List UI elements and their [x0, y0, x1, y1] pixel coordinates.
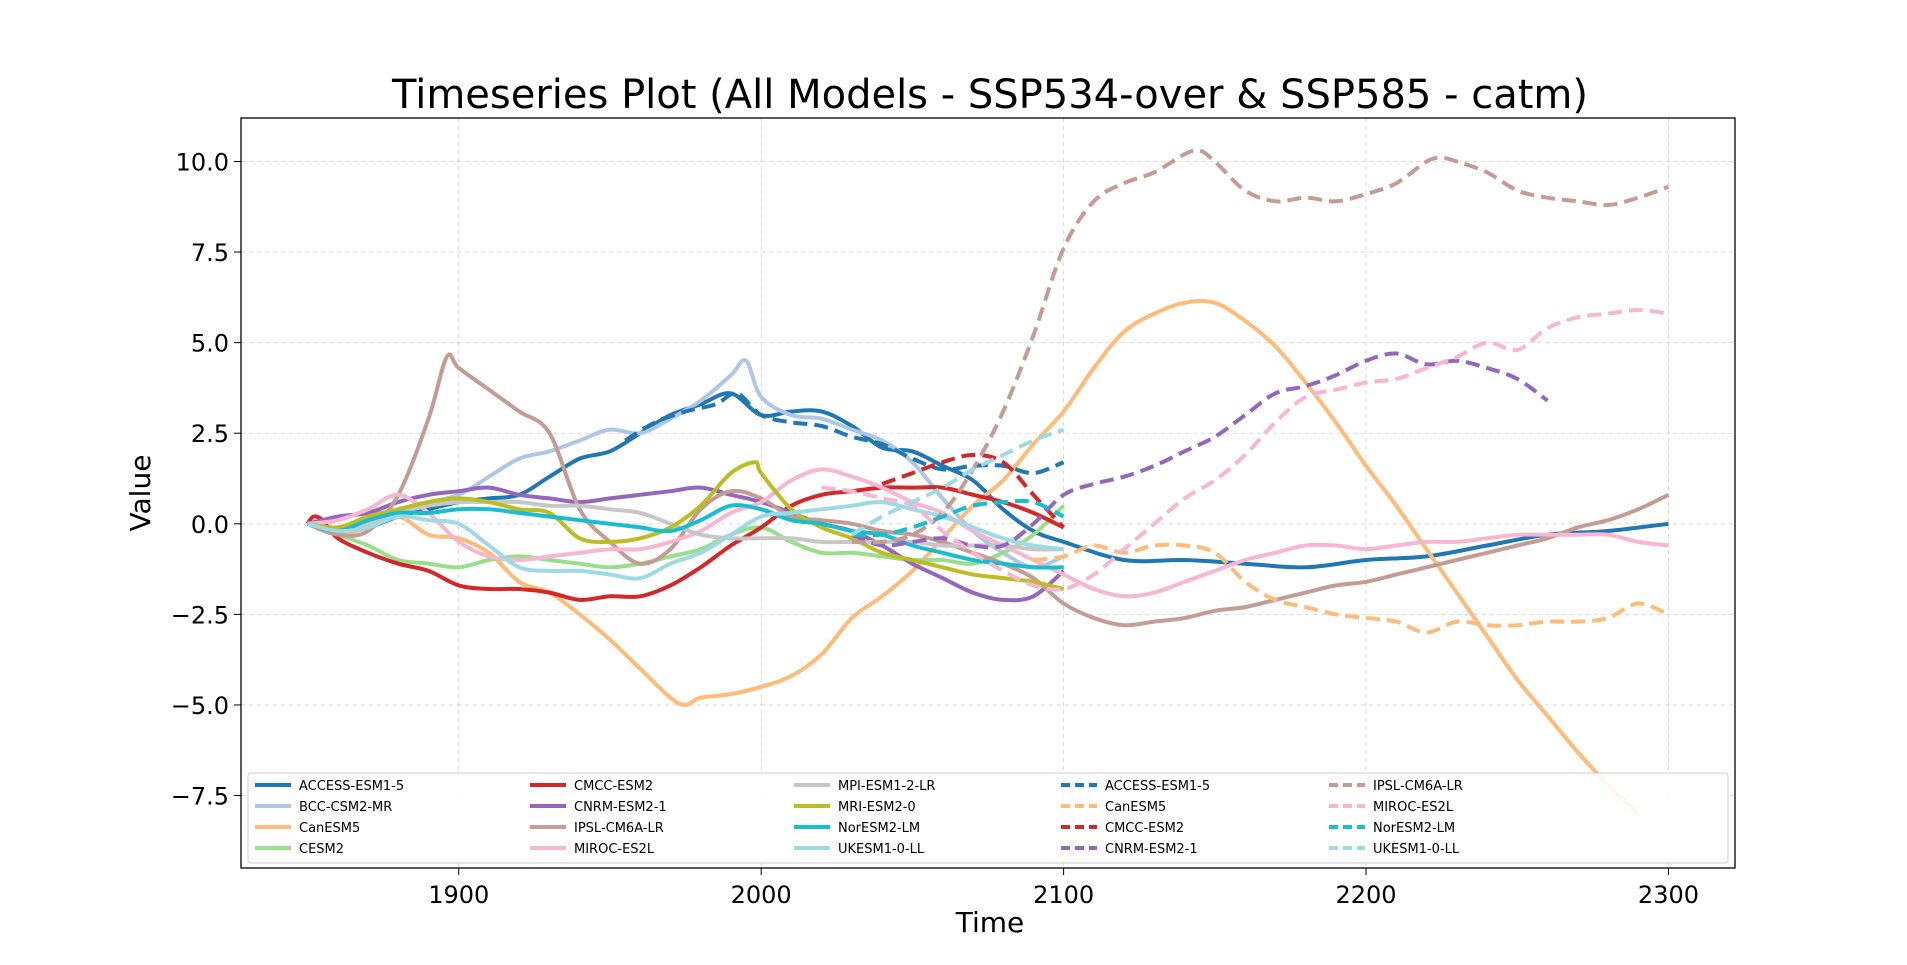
y-tick-label: 10.0 [176, 148, 229, 176]
legend-label: NorESM2-LM [1373, 821, 1455, 836]
legend-label: IPSL-CM6A-LR [574, 821, 664, 836]
y-axis-label: Value [124, 455, 157, 532]
legend-item: CMCC-ESM2 [1061, 821, 1184, 836]
series-line-cesm2 [306, 504, 1065, 570]
x-tick-label: 2000 [731, 881, 792, 909]
legend-label: CNRM-ESM2-1 [1105, 842, 1198, 857]
legend-item: UKESM1-0-LL [794, 842, 925, 857]
chart-title: Timeseries Plot (All Models - SSP534-ove… [391, 72, 1588, 118]
legend-label: IPSL-CM6A-LR [1373, 779, 1463, 794]
series-line-cmcc-esm2-dashed [881, 453, 1066, 529]
legend-item: IPSL-CM6A-LR [530, 821, 664, 836]
legend-item: MRI-ESM2-0 [794, 800, 916, 815]
legend-box [247, 772, 1729, 864]
legend-label: UKESM1-0-LL [1373, 842, 1460, 857]
series-line-noresm2-lm [306, 503, 1064, 570]
x-axis-label: Time [955, 906, 1025, 939]
x-tick-label: 1900 [428, 881, 489, 909]
legend-item: IPSL-CM6A-LR [1329, 779, 1463, 794]
legend-label: ACCESS-ESM1-5 [299, 779, 404, 794]
legend-item: CMCC-ESM2 [530, 779, 653, 794]
legend-item: CNRM-ESM2-1 [1061, 842, 1198, 857]
legend-label: ACCESS-ESM1-5 [1105, 779, 1210, 794]
legend-item: ACCESS-ESM1-5 [1061, 779, 1210, 794]
legend-label: MIROC-ES2L [1373, 800, 1454, 815]
series-line-canesm5-dashed [1033, 542, 1670, 635]
legend-label: CMCC-ESM2 [1105, 821, 1184, 836]
legend-item: NorESM2-LM [794, 821, 920, 836]
legend-label: CMCC-ESM2 [574, 779, 653, 794]
series-line-mri-esm2-0 [307, 460, 1065, 591]
series-line-ipsl-cm6a-lr-dashed [851, 148, 1670, 545]
legend-label: CanESM5 [299, 821, 360, 836]
series-line-access-esm1-5 [306, 391, 1669, 570]
plot-frame [240, 117, 1736, 869]
y-tick-label: −7.5 [171, 783, 229, 811]
y-tick-label: −5.0 [171, 692, 229, 720]
legend-label: NorESM2-LM [838, 821, 920, 836]
legend-label: BCC-CSM2-MR [299, 800, 392, 815]
series-line-cmcc-esm2 [305, 485, 1065, 602]
y-tick-label: −2.5 [171, 601, 229, 629]
series-line-cnrm-esm2-1 [307, 485, 1065, 603]
legend-item: CESM2 [255, 842, 344, 857]
legend-item: MIROC-ES2L [1329, 800, 1454, 815]
legend-item: CanESM5 [255, 821, 360, 836]
y-tick-label: 2.5 [191, 420, 229, 448]
legend: ACCESS-ESM1-5 BCC-CSM2-MR CanESM5 CESM2 CMCC… [247, 772, 1729, 864]
series-line-ipsl-cm6a-lr [306, 352, 1670, 628]
x-tick-label: 2100 [1033, 881, 1094, 909]
legend-label: MPI-ESM1-2-LR [838, 779, 935, 794]
axis-ticks: 1900 2000 2100 2200 2300 10.0 7.5 5.0 2.5 0.0 −2.5… [171, 148, 1699, 909]
legend-item: MPI-ESM1-2-LR [794, 779, 935, 794]
series-line-mpi-esm1-2-lr [306, 499, 1064, 552]
y-tick-label: 0.0 [191, 511, 229, 539]
series-line-noresm2-lm-dashed [851, 498, 1065, 538]
legend-item: BCC-CSM2-MR [255, 800, 392, 815]
legend-label: MIROC-ES2L [574, 842, 655, 857]
plot-series [305, 148, 1670, 816]
x-tick-label: 2300 [1638, 881, 1699, 909]
series-line-cnrm-esm2-1-dashed [851, 351, 1549, 550]
y-tick-label: 5.0 [191, 330, 229, 358]
legend-item: CanESM5 [1061, 800, 1166, 815]
series-line-miroc-es2l [307, 467, 1669, 599]
legend-item: CNRM-ESM2-1 [530, 800, 667, 815]
legend-label: CNRM-ESM2-1 [574, 800, 667, 815]
x-tick-label: 2200 [1335, 881, 1396, 909]
legend-label: CanESM5 [1105, 800, 1166, 815]
series-line-ukesm1-0-ll-dashed [850, 427, 1065, 537]
series-line-access-esm1-5-dashed [624, 391, 1065, 476]
legend-item: MIROC-ES2L [530, 842, 655, 857]
legend-label: MRI-ESM2-0 [838, 800, 916, 815]
legend-item: ACCESS-ESM1-5 [255, 779, 404, 794]
legend-label: UKESM1-0-LL [838, 842, 925, 857]
legend-item: UKESM1-0-LL [1329, 842, 1460, 857]
y-tick-label: 7.5 [191, 239, 229, 267]
legend-item: NorESM2-LM [1329, 821, 1455, 836]
series-line-miroc-es2l-dashed [821, 308, 1669, 592]
legend-label: CESM2 [299, 842, 344, 857]
